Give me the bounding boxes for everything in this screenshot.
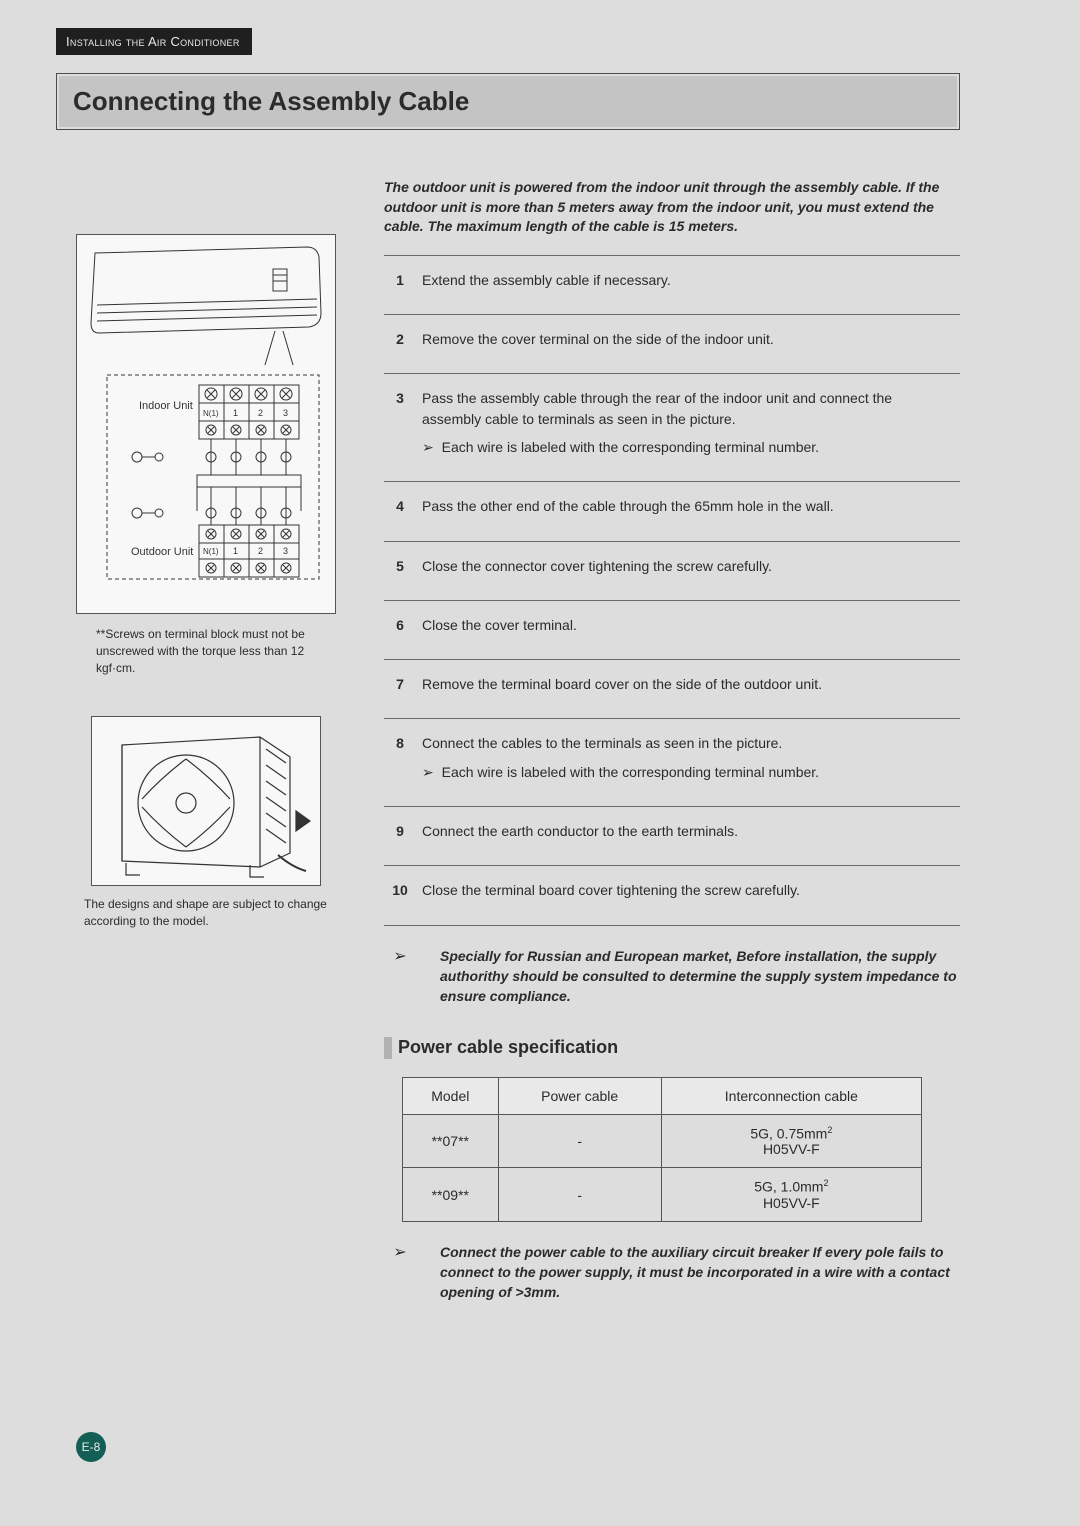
page-title: Connecting the Assembly Cable (59, 76, 957, 127)
page-number: E-8 (82, 1440, 101, 1454)
page-number-badge: E-8 (76, 1432, 106, 1462)
spec-power: - (498, 1114, 661, 1168)
outdoor-caption: The designs and shape are subject to cha… (84, 896, 342, 930)
indoor-unit-label: Indoor Unit (139, 400, 193, 412)
left-column: Indoor Unit N(1) 1 2 3 (56, 178, 356, 1303)
section-tab-text: Installing the Air Conditioner (66, 34, 240, 49)
step-number: 1 (384, 255, 416, 314)
spec-inter: 5G, 1.0mm2H05VV-F (661, 1168, 921, 1222)
step-text: Close the connector cover tightening the… (416, 541, 960, 600)
outdoor-unit-label: Outdoor Unit (131, 546, 193, 558)
subsection-header: Power cable specification (384, 1037, 960, 1059)
step-text: Close the cover terminal. (416, 600, 960, 659)
spec-col-model: Model (403, 1077, 499, 1114)
market-note-text: Specially for Russian and European marke… (440, 946, 960, 1007)
svg-text:3: 3 (283, 408, 288, 418)
step-row: 10Close the terminal board cover tighten… (384, 866, 960, 925)
spec-col-inter: Interconnection cable (661, 1077, 921, 1114)
arrow-icon: ➢ (422, 437, 434, 457)
spec-inter: 5G, 0.75mm2H05VV-F (661, 1114, 921, 1168)
subsection-title: Power cable specification (398, 1037, 618, 1058)
svg-text:1: 1 (233, 408, 238, 418)
step-subtext: ➢ Each wire is labeled with the correspo… (422, 762, 954, 782)
step-number: 3 (384, 374, 416, 482)
step-row: 4Pass the other end of the cable through… (384, 482, 960, 541)
diagram-caption: **Screws on terminal block must not be u… (96, 626, 342, 676)
spec-model: **07** (403, 1114, 499, 1168)
step-text: Connect the cables to the terminals as s… (416, 719, 960, 807)
svg-text:N(1): N(1) (203, 547, 219, 556)
market-note: ➢ Specially for Russian and European mar… (384, 946, 960, 1007)
subsection-bar-icon (384, 1037, 392, 1059)
arrow-icon: ➢ (384, 1242, 416, 1303)
outdoor-unit-illustration (91, 716, 321, 886)
section-tab: Installing the Air Conditioner (56, 28, 252, 55)
svg-text:2: 2 (258, 408, 263, 418)
arrow-icon: ➢ (422, 762, 434, 782)
intro-paragraph: The outdoor unit is powered from the ind… (384, 178, 960, 237)
step-text: Extend the assembly cable if necessary. (416, 255, 960, 314)
svg-text:N(1): N(1) (203, 409, 219, 418)
step-row: 2Remove the cover terminal on the side o… (384, 315, 960, 374)
arrow-icon: ➢ (384, 946, 416, 1007)
page: Installing the Air Conditioner Connectin… (56, 28, 960, 1303)
title-box: Connecting the Assembly Cable (56, 73, 960, 130)
step-text: Remove the cover terminal on the side of… (416, 315, 960, 374)
spec-row: **09**-5G, 1.0mm2H05VV-F (403, 1168, 922, 1222)
step-text: Remove the terminal board cover on the s… (416, 660, 960, 719)
step-row: 3Pass the assembly cable through the rea… (384, 374, 960, 482)
spec-note: ➢ Connect the power cable to the auxilia… (384, 1242, 960, 1303)
outdoor-unit-svg (92, 717, 322, 887)
step-text: Pass the other end of the cable through … (416, 482, 960, 541)
right-column: The outdoor unit is powered from the ind… (384, 178, 960, 1303)
step-text: Close the terminal board cover tightenin… (416, 866, 960, 925)
step-number: 7 (384, 660, 416, 719)
step-number: 4 (384, 482, 416, 541)
step-row: 8Connect the cables to the terminals as … (384, 719, 960, 807)
svg-text:3: 3 (283, 546, 288, 556)
svg-text:2: 2 (258, 546, 263, 556)
step-number: 9 (384, 807, 416, 866)
step-text: Connect the earth conductor to the earth… (416, 807, 960, 866)
spec-model: **09** (403, 1168, 499, 1222)
spec-table: Model Power cable Interconnection cable … (402, 1077, 922, 1222)
spec-row: **07**-5G, 0.75mm2H05VV-F (403, 1114, 922, 1168)
step-row: 5Close the connector cover tightening th… (384, 541, 960, 600)
step-number: 5 (384, 541, 416, 600)
content-row: Indoor Unit N(1) 1 2 3 (56, 178, 960, 1303)
spec-note-text: Connect the power cable to the auxiliary… (440, 1242, 960, 1303)
step-row: 9Connect the earth conductor to the eart… (384, 807, 960, 866)
svg-text:1: 1 (233, 546, 238, 556)
wiring-diagram: Indoor Unit N(1) 1 2 3 (76, 234, 336, 614)
step-number: 6 (384, 600, 416, 659)
spec-col-power: Power cable (498, 1077, 661, 1114)
steps-table: 1Extend the assembly cable if necessary.… (384, 255, 960, 926)
wiring-diagram-svg: Indoor Unit N(1) 1 2 3 (77, 235, 336, 614)
step-text: Pass the assembly cable through the rear… (416, 374, 960, 482)
step-subtext: ➢ Each wire is labeled with the correspo… (422, 437, 954, 457)
spec-power: - (498, 1168, 661, 1222)
step-row: 6Close the cover terminal. (384, 600, 960, 659)
step-row: 7Remove the terminal board cover on the … (384, 660, 960, 719)
step-number: 8 (384, 719, 416, 807)
step-row: 1Extend the assembly cable if necessary. (384, 255, 960, 314)
step-number: 10 (384, 866, 416, 925)
step-number: 2 (384, 315, 416, 374)
